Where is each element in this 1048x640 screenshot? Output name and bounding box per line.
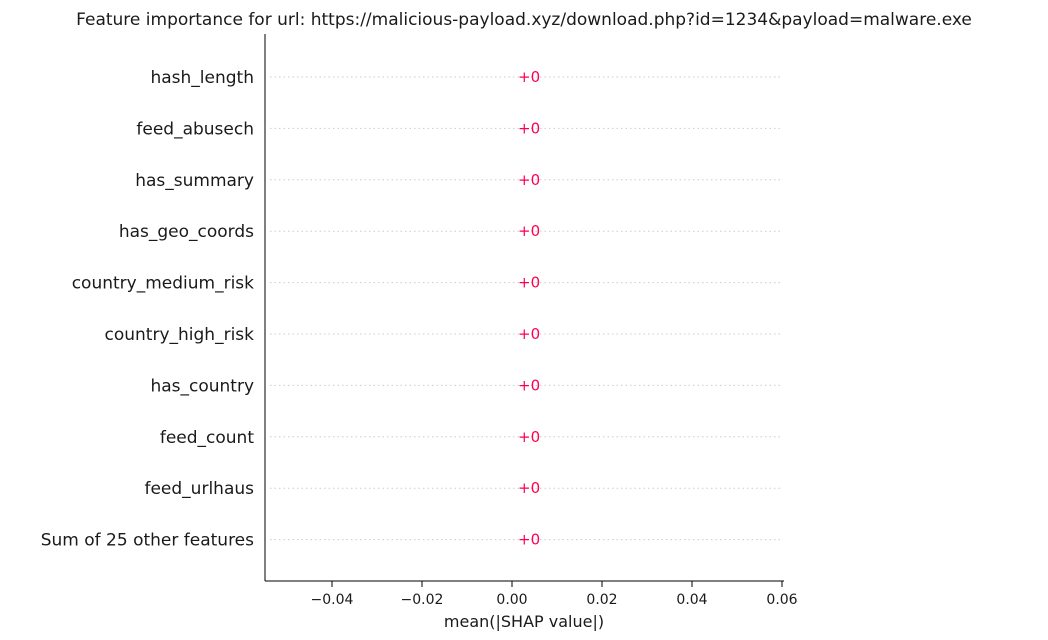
row-guides [270, 76, 782, 541]
value-label: +0 [518, 479, 540, 497]
value-label: +0 [518, 531, 540, 549]
feature-label: feed_urlhaus [144, 479, 254, 499]
x-tick-label: 0.00 [496, 592, 527, 608]
value-label: +0 [518, 428, 540, 446]
feature-label: has_geo_coords [119, 222, 254, 242]
value-label: +0 [518, 325, 540, 343]
x-tick-label: 0.06 [766, 592, 797, 608]
feature-label: feed_count [160, 428, 254, 448]
chart-title: Feature importance for url: https://mali… [76, 10, 972, 30]
feature-label: hash_length [150, 68, 254, 88]
value-labels: +0 +0 +0 +0 +0 +0 +0 +0 +0 +0 [518, 68, 540, 549]
value-label: +0 [518, 68, 540, 86]
value-label: +0 [518, 376, 540, 394]
x-tick-label: −0.02 [401, 592, 444, 608]
feature-label: country_high_risk [105, 325, 255, 345]
x-tick-label: 0.04 [676, 592, 707, 608]
feature-label: has_country [150, 376, 254, 396]
value-label: +0 [518, 171, 540, 189]
x-tick-label: −0.04 [311, 592, 354, 608]
value-label: +0 [518, 222, 540, 240]
feature-label: has_summary [135, 171, 254, 191]
value-label: +0 [518, 274, 540, 292]
x-tick-label: 0.02 [586, 592, 617, 608]
value-label: +0 [518, 119, 540, 137]
feature-labels: hash_length feed_abusech has_summary has_ge… [41, 68, 255, 551]
feature-label: Sum of 25 other features [41, 531, 254, 551]
feature-label: feed_abusech [136, 119, 254, 139]
feature-label: country_medium_risk [72, 274, 254, 294]
x-axis-label: mean(|SHAP value|) [444, 612, 604, 631]
x-axis-ticks: −0.04 −0.02 0.00 0.02 0.04 0.06 [311, 581, 798, 608]
